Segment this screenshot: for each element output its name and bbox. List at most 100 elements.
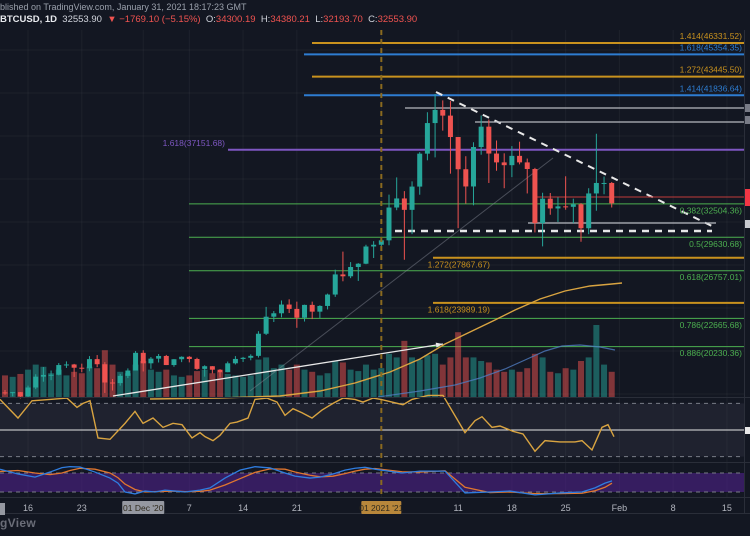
low-value: 32193.70: [323, 14, 363, 25]
price-axis-tag: [745, 220, 750, 228]
indicator-pane-bands: [0, 402, 744, 493]
candle-body: [163, 355, 169, 366]
candle-body: [494, 153, 500, 163]
candle-body: [586, 193, 592, 229]
fib-labels: 1.414(46331.52)1.618(45354.35) 1.272(4344…: [163, 31, 743, 358]
candle-body: [156, 355, 162, 359]
candle-body: [94, 359, 100, 365]
candle-body: [71, 364, 77, 368]
candle-body: [271, 313, 277, 317]
candle-body: [363, 246, 369, 264]
candle-body: [317, 305, 323, 312]
candle-body: [555, 206, 561, 209]
candle-body: [386, 207, 392, 241]
date-tick-label: 18: [507, 503, 517, 513]
candle-body: [286, 304, 292, 309]
price-axis-tag: [745, 104, 750, 112]
candle-body: [371, 244, 377, 247]
candle-body: [524, 162, 530, 170]
date-tick-label: 11: [453, 503, 462, 513]
date-tick-label: 23: [77, 503, 87, 513]
candle-body: [432, 109, 438, 124]
fib-label: 0.886(20230.36): [680, 348, 743, 358]
symbol-label: BTCUSD, 1D: [0, 14, 58, 25]
price-change: −1769.10 (−5.15%): [119, 14, 201, 25]
candle-body: [179, 356, 185, 360]
volume-trendline: [112, 343, 444, 397]
fib-label: 1.272(43445.50): [680, 65, 743, 75]
fib-label: 1.618(23989.19): [428, 304, 491, 314]
fib-label: 1.272(27867.67): [428, 259, 491, 269]
partial-tick-badge: [0, 503, 5, 515]
candle-body: [309, 304, 315, 312]
candle-body: [455, 137, 461, 170]
candle-body: [447, 115, 453, 138]
candle-body: [110, 382, 116, 384]
candle-body: [302, 304, 308, 318]
candle-body: [217, 369, 223, 373]
candle-body: [570, 204, 576, 207]
fib-label: 0.5(29630.68): [689, 239, 742, 249]
date-badge: [361, 501, 402, 514]
candle-body: [102, 364, 108, 383]
close-value: 32553.90: [377, 14, 418, 25]
candle-body: [148, 358, 154, 364]
volume-ma-blue: [377, 344, 616, 398]
date-tick-label: 25: [561, 503, 571, 513]
candle-body: [332, 274, 338, 295]
candle-body: [470, 147, 476, 187]
symbol-info-bar: BTCUSD, 1D 32553.90 ▼ −1769.10 (−5.15%) …: [0, 14, 417, 25]
fib-label: 1.414(41836.64): [680, 83, 743, 93]
candle-body: [86, 359, 92, 369]
candle-body: [394, 198, 400, 208]
date-tick-label: 21: [292, 503, 302, 513]
high-label: H:: [260, 14, 271, 25]
candle-body: [593, 182, 599, 194]
candle-body: [140, 352, 146, 364]
date-badge-label: 01 2021 '21: [359, 503, 403, 513]
candle-body: [532, 169, 538, 224]
published-caption: blished on TradingView.com, January 31, …: [0, 2, 247, 12]
price-axis[interactable]: [745, 104, 750, 434]
candle-body: [202, 366, 208, 369]
date-tick-label: 8: [671, 503, 676, 513]
volume-trendline-arrowhead: [435, 342, 443, 348]
candle-body: [355, 263, 361, 267]
low-label: L:: [315, 14, 324, 25]
fib-label: 1.414(46331.52): [680, 31, 743, 41]
candle-body: [563, 206, 569, 208]
candle-body: [348, 266, 354, 277]
fib-label: 1.618(45354.35): [680, 42, 743, 52]
candle-body: [186, 356, 192, 359]
candle-body: [278, 304, 284, 314]
fib-label: 1.618(37151.68): [163, 138, 226, 148]
candle-body: [133, 352, 139, 371]
candle-body: [578, 204, 584, 229]
time-axis[interactable]: 16 23 01 Dec '20 7 14 21 01 2021 '21 11 18 25 Feb 8…: [0, 501, 732, 515]
candle-body: [79, 367, 85, 369]
candle-body: [378, 240, 384, 245]
stoch-k-line: [0, 466, 613, 496]
candle-body: [56, 365, 62, 375]
candle-body: [240, 357, 246, 359]
candle-body: [48, 374, 54, 376]
candle-body: [463, 169, 469, 187]
candle-body: [194, 358, 200, 369]
candle-body: [209, 366, 215, 370]
close-label: C:: [368, 14, 378, 25]
drawn-trendlines[interactable]: [112, 91, 745, 397]
candle-body: [232, 358, 238, 364]
tradingview-watermark[interactable]: gView: [0, 516, 36, 530]
candle-body: [409, 186, 415, 210]
candle-body: [509, 155, 515, 166]
direction-arrow-icon: ▼: [107, 14, 117, 25]
candle-body: [33, 376, 39, 388]
candle-body: [540, 198, 546, 224]
price-axis-tag: [745, 189, 750, 206]
candlestick-series: [2, 93, 615, 399]
candle-body: [40, 374, 46, 377]
candle-body: [294, 308, 300, 318]
candle-body: [255, 333, 261, 356]
